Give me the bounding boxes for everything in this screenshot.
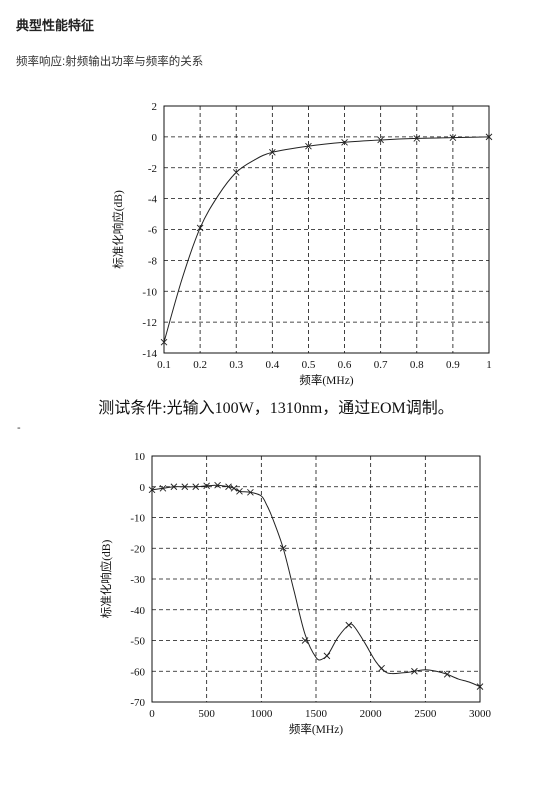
frequency-response-chart-1: 0.1 0.2 0.3 0.4 0.5 0.6 0.7 0.8 0.9 1 2 0 -2 -4 -6 -8 -1… [111, 101, 493, 387]
c1-x-tick-label: 0.2 [193, 359, 207, 371]
c2-x-tick-label: 3000 [469, 708, 492, 720]
c1-data-point-marker [160, 338, 168, 346]
c1-x-tick-label: 0.5 [302, 359, 316, 371]
c2-y-tick-label: 0 [140, 482, 146, 494]
c2-data-point-marker [279, 544, 287, 552]
c1-x-tick-label: 1 [486, 359, 492, 371]
c2-x-tick-label: 2000 [360, 708, 383, 720]
c1-y-tick-label: -12 [142, 317, 157, 329]
c1-data-point-marker [196, 224, 204, 232]
c2-data-point-marker [170, 483, 178, 491]
c2-data-point-marker [192, 483, 200, 491]
c1-data-point-marker [377, 136, 384, 144]
c1-y-tick-label: -10 [142, 286, 157, 298]
c2-data-point-marker [301, 637, 309, 644]
c1-data-point-marker [341, 138, 348, 146]
c1-y-tick-label: 0 [152, 132, 158, 144]
c1-data-point-marker [269, 148, 276, 156]
c1-x-tick-label: 0.3 [229, 359, 243, 371]
c1-data-point-marker [232, 169, 240, 176]
c1-data-point-marker [413, 135, 421, 142]
c2-data-point-marker [236, 488, 243, 495]
c1-x-tick-label: 0.4 [265, 359, 279, 371]
c2-y-tick-label: -20 [130, 543, 145, 555]
c1-y-axis-label: 标准化响应(dB) [111, 190, 125, 269]
c2-data-point-marker [411, 667, 418, 675]
c1-x-tick-label: 0.1 [157, 359, 171, 371]
c2-data-point-marker [159, 484, 167, 492]
c1-data-point-marker [449, 134, 457, 141]
c1-x-tick-label: 0.8 [410, 359, 424, 371]
c1-data-point-marker [305, 142, 312, 150]
c1-x-tick-label: 0.9 [446, 359, 460, 371]
c2-data-point-marker [443, 671, 451, 678]
c1-data-point-marker [485, 133, 493, 141]
c2-y-tick-label: -70 [130, 697, 145, 709]
c2-y-tick-label: -10 [130, 513, 145, 525]
c2-x-axis-label: 频率(MHz) [289, 722, 343, 736]
c2-data-point-marker [247, 488, 254, 496]
page-heading: 典型性能特征 [16, 18, 95, 33]
c1-y-tick-label: -2 [148, 163, 157, 175]
c2-data-point-marker [214, 481, 221, 489]
c1-x-tick-label: 0.6 [338, 359, 352, 371]
c2-data-point-marker [181, 483, 189, 491]
frequency-response-chart-2: 0 500 1000 1500 2000 2500 3000 10 0 -10 -20 -30 -40 -… [99, 451, 492, 736]
c2-y-tick-label: -30 [130, 574, 145, 586]
c1-y-tick-label: -6 [148, 225, 158, 237]
c2-data-point-marker [225, 483, 232, 491]
c2-data-point-marker [203, 482, 210, 490]
c2-x-tick-label: 1500 [305, 708, 328, 720]
c2-y-tick-label: 10 [134, 451, 146, 463]
c2-data-point-marker [345, 621, 353, 629]
c1-y-tick-label: 2 [152, 101, 158, 113]
c2-series-line [151, 484, 481, 688]
section-subtitle: 频率响应:射频输出功率与频率的关系 [16, 56, 204, 68]
separator-dash: - [17, 422, 21, 434]
c2-data-point-marker [378, 664, 385, 672]
c2-y-tick-label: -60 [130, 666, 145, 678]
c2-data-point-marker [148, 486, 156, 494]
c2-x-tick-label: 0 [149, 708, 155, 720]
c1-x-axis-label: 频率(MHz) [299, 373, 353, 387]
test-conditions-caption: 测试条件:光输入100W，1310nm，通过EOM调制。 [98, 400, 454, 417]
c2-y-tick-label: -40 [130, 605, 145, 617]
c2-data-point-marker [230, 484, 238, 492]
c1-y-tick-label: -8 [148, 255, 158, 267]
c1-y-tick-label: -14 [142, 348, 157, 360]
c2-data-point-marker [323, 652, 331, 660]
c1-y-tick-label: -4 [148, 194, 158, 206]
c2-y-axis-label: 标准化响应(dB) [99, 540, 113, 619]
c2-x-tick-label: 500 [198, 708, 215, 720]
c2-y-tick-label: -50 [130, 636, 145, 648]
c2-x-tick-label: 1000 [250, 708, 273, 720]
c2-data-point-marker [476, 683, 484, 690]
c2-x-tick-label: 2500 [414, 708, 437, 720]
c1-x-tick-label: 0.7 [374, 359, 388, 371]
